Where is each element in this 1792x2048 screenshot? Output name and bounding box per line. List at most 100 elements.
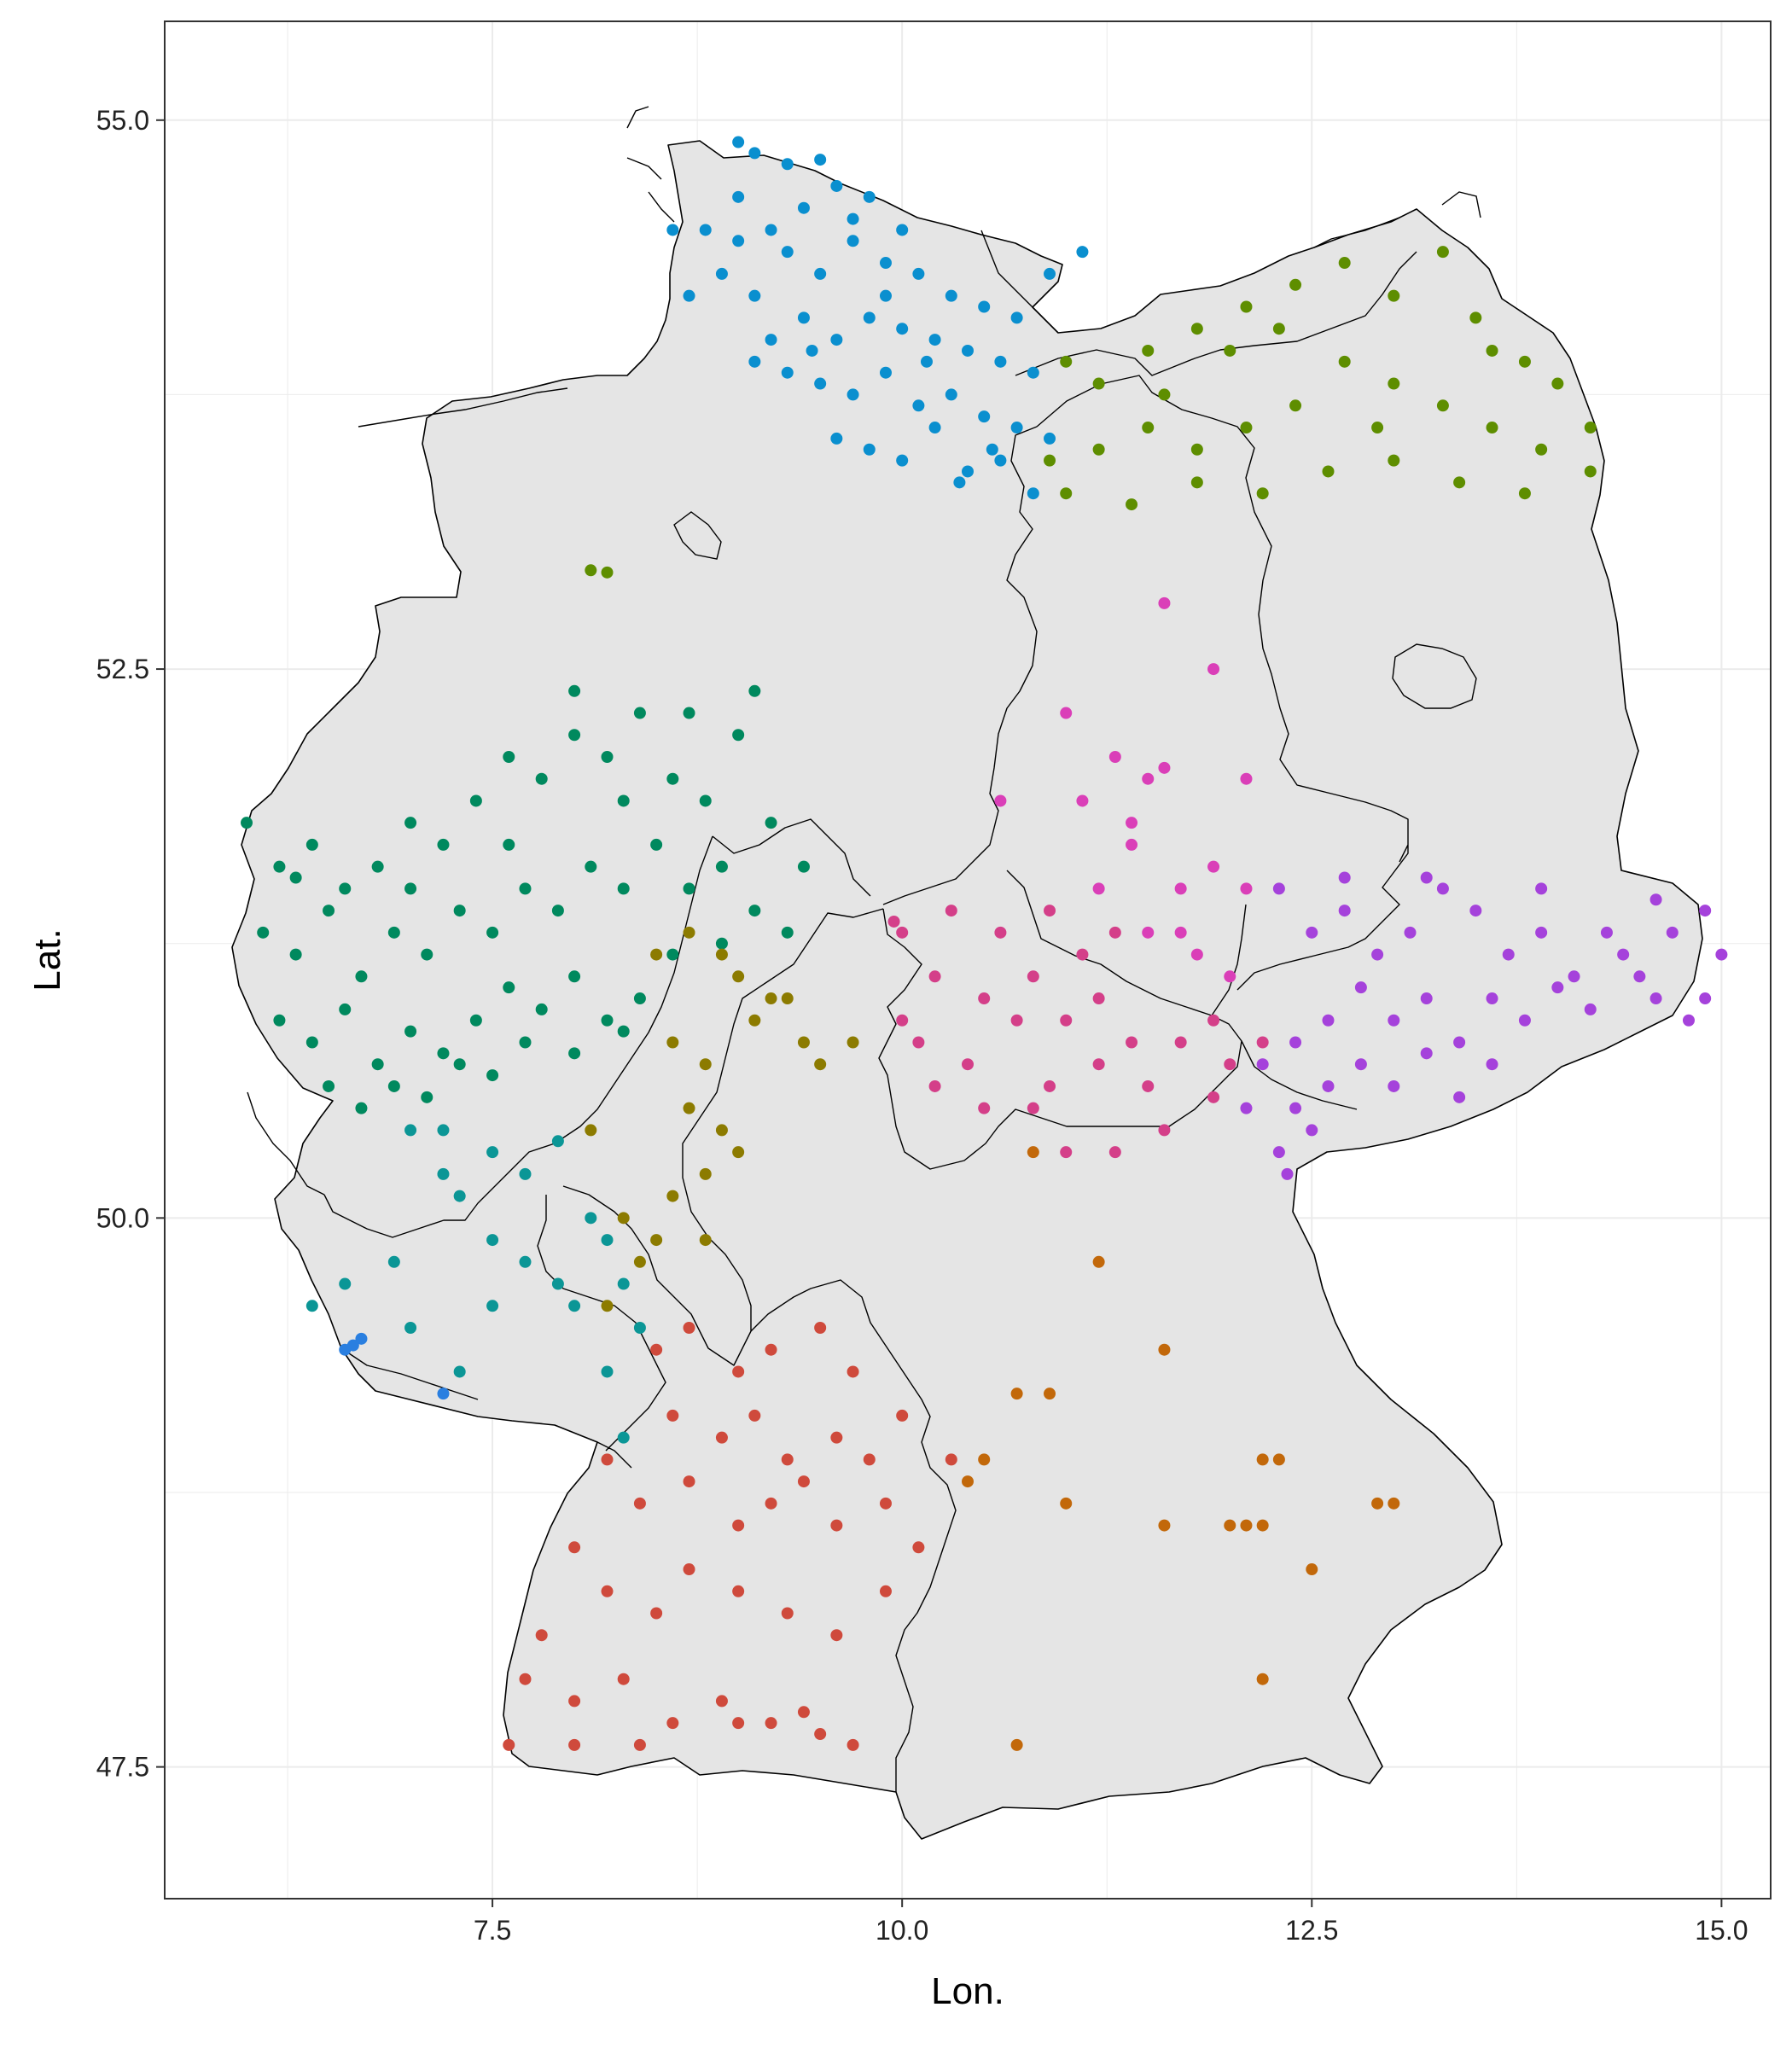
station-point [765,992,777,1005]
station-point [1338,905,1351,917]
station-point [896,323,909,335]
station-point [830,1519,843,1532]
x-tick-label: 12.5 [1285,1915,1338,1946]
station-point [863,311,876,324]
station-point [896,224,909,236]
station-point [1600,926,1613,939]
station-point [879,366,892,379]
station-point [928,334,941,346]
station-point [863,443,876,456]
station-point [896,454,909,467]
station-point [748,289,761,302]
station-point [568,1300,581,1312]
station-point [1207,1014,1220,1027]
x-axis-title: Lon. [931,1970,1004,2012]
station-point [887,915,900,928]
station-point [830,1431,843,1444]
station-point [666,224,679,236]
station-point [699,1058,712,1071]
station-point [650,948,663,961]
station-point [1666,926,1679,939]
station-point [1388,1079,1400,1092]
station-point [241,817,253,829]
station-point [1142,772,1155,785]
station-point [830,334,843,346]
station-point [1190,323,1203,335]
x-tick-label: 10.0 [876,1915,928,1946]
station-point [1584,465,1597,478]
station-point [1322,465,1335,478]
station-point [601,1234,614,1247]
berlin-boundary [1392,643,1477,709]
y-axis-title: Lat. [26,928,68,991]
station-point [551,905,564,917]
station-point [404,1124,417,1137]
station-point [1126,838,1138,851]
station-point [633,1255,646,1268]
station-point [715,860,728,873]
station-point [945,289,957,302]
station-point [1436,399,1449,412]
station-point [633,1738,646,1751]
station-point [1469,905,1482,917]
station-point [715,948,728,961]
station-point [879,1585,892,1597]
station-point [1256,1673,1269,1685]
station-point [1092,377,1105,390]
station-point [1486,344,1498,357]
station-point [486,1300,499,1312]
station-point [797,1706,810,1719]
station-point [879,257,892,270]
station-point [1108,750,1121,763]
station-point [863,190,876,203]
station-point [535,1629,548,1642]
station-point [683,1321,695,1334]
station-point [633,1497,646,1510]
station-point [666,1190,679,1202]
station-point [732,1717,745,1730]
station-point [1289,1036,1302,1049]
station-point [1092,882,1105,895]
station-point [699,1234,712,1247]
station-point [797,1036,810,1049]
station-point [1289,1102,1302,1114]
station-point [568,684,581,697]
station-point [1388,454,1400,467]
station-point [1142,1079,1155,1092]
station-point [1060,355,1073,368]
station-point [1010,1014,1023,1027]
x-tick-label: 15.0 [1695,1915,1748,1946]
station-point [1306,1563,1318,1576]
station-point [1469,311,1482,324]
station-point [1322,1079,1335,1092]
station-point [715,937,728,950]
station-point [387,1255,400,1268]
station-point [1010,311,1023,324]
station-point [1190,476,1203,489]
station-point [806,344,818,357]
station-point [568,970,581,983]
station-point [1371,1497,1384,1510]
y-tick-label: 55.0 [96,105,149,136]
station-point [1207,663,1220,676]
station-point [1027,1102,1039,1114]
station-point [847,1365,859,1378]
station-point [1174,1036,1187,1049]
station-point [1617,948,1630,961]
station-point [978,410,991,423]
x-axis: 7.5 10.0 12.5 15.0 [474,1899,1748,1946]
x-tick-label: 7.5 [474,1915,511,1946]
station-point [1158,1124,1171,1137]
station-point [650,838,663,851]
station-point [486,1234,499,1247]
measurement-stations [241,136,1728,1751]
station-point [748,684,761,697]
station-point [1060,707,1073,719]
station-point [732,190,745,203]
station-point [683,707,695,719]
station-point [339,882,352,895]
station-point [765,817,777,829]
station-point [1010,1738,1023,1751]
station-point [781,246,794,259]
station-point [1092,1255,1105,1268]
